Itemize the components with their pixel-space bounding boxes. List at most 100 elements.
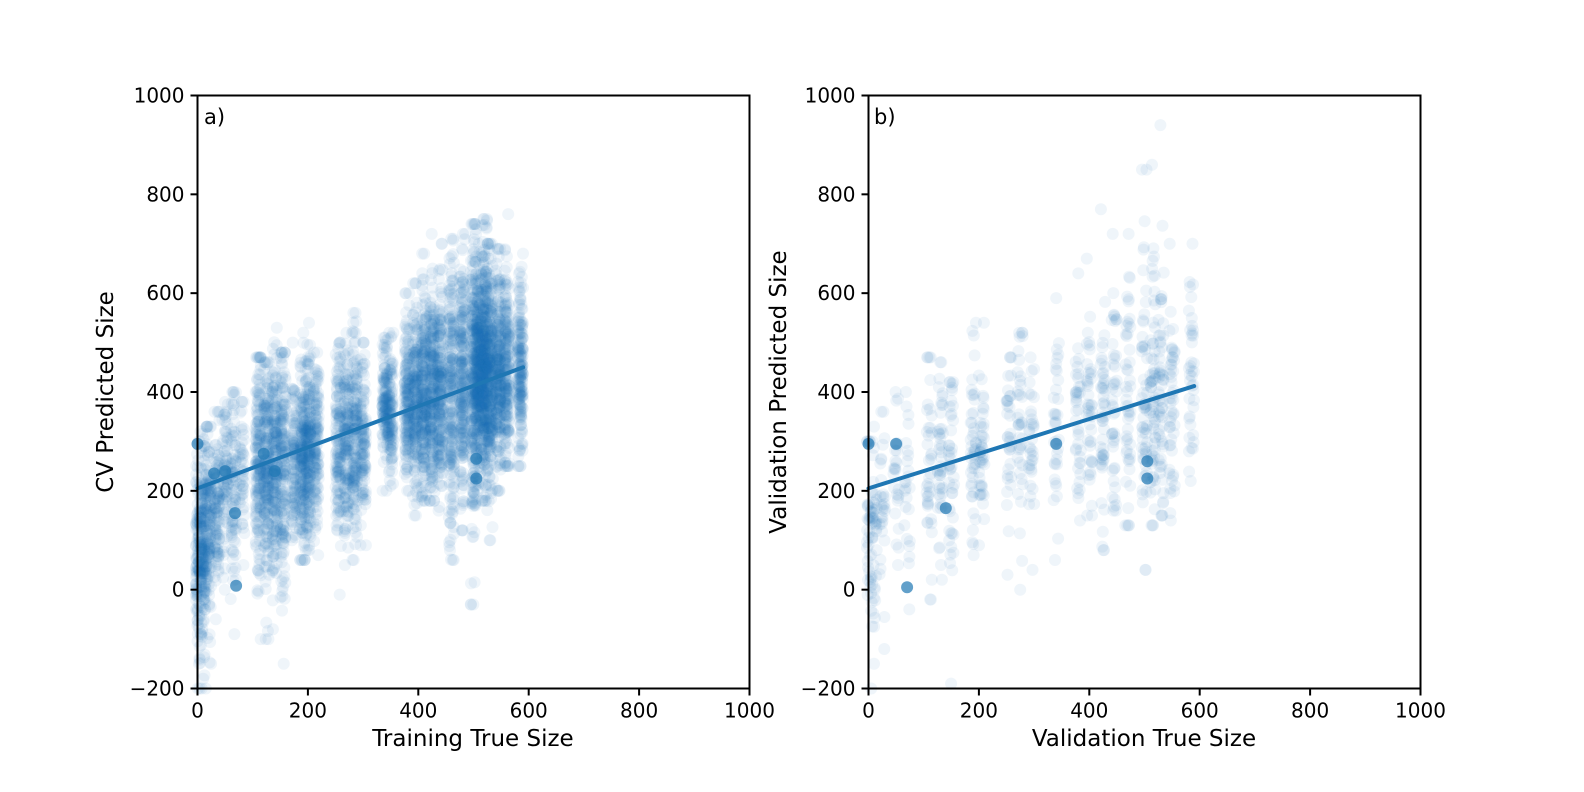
panel-a-point: [198, 486, 211, 499]
panel-a-point: [359, 439, 372, 452]
panel-a-point: [210, 530, 223, 542]
panel-a-point: [190, 577, 203, 590]
panel-a-point: [198, 603, 211, 616]
panel-a-point: [201, 526, 214, 539]
panel-a-point: [200, 527, 213, 540]
panel-a-point: [199, 530, 212, 543]
panel-a-point: [196, 487, 209, 499]
panel-a-point: [211, 543, 224, 556]
panel-a-point: [447, 554, 460, 566]
panel-a-point: [190, 468, 203, 481]
panel-a-point: [209, 502, 222, 515]
panel-a-point: [197, 590, 210, 602]
panel-a-point: [203, 446, 215, 459]
panel-a-point: [202, 551, 215, 564]
panel-a-point: [198, 546, 211, 559]
panel-a-point: [425, 227, 438, 240]
panel-a-point: [197, 587, 210, 600]
panel-a-point: [197, 613, 210, 626]
panel-a-point: [202, 550, 215, 563]
panel-a-point: [199, 565, 212, 577]
panel-a-point: [212, 493, 225, 506]
panel-a-point: [201, 532, 214, 545]
panel-a-point: [237, 428, 250, 441]
panel-a-point: [202, 450, 214, 462]
panel-a-point: [190, 561, 202, 574]
panel-a-point: [198, 597, 211, 610]
panel-a-point: [201, 488, 214, 501]
panel-a-point: [196, 506, 209, 519]
panel-a-point: [197, 558, 210, 571]
panel-a-point: [200, 420, 213, 433]
panel-a-point: [199, 577, 212, 590]
panel-a-point: [204, 492, 217, 505]
panel-a-point: [307, 381, 320, 394]
panel-a-point: [199, 603, 212, 616]
panel-a-point: [202, 488, 215, 501]
panel-a-point: [195, 498, 208, 511]
panel-a-point: [213, 492, 226, 505]
panel-a-point: [203, 548, 216, 560]
panel-a-point: [199, 492, 212, 504]
panel-a-point: [209, 497, 221, 510]
panel-a-point: [200, 530, 213, 543]
panel-a-point: [201, 535, 213, 548]
panel-a-point: [193, 536, 205, 549]
panel-a-point: [205, 420, 217, 433]
panel-a-point: [195, 565, 208, 577]
panel-a-point: [198, 593, 210, 606]
panel-a-point: [197, 520, 210, 533]
panel-a-point: [200, 552, 213, 565]
panel-a-point: [201, 502, 214, 514]
panel-a-point: [203, 517, 216, 530]
panel-a-point: [203, 599, 216, 612]
panel-a-point: [211, 449, 224, 461]
panel-a-point: [211, 443, 224, 456]
panel-a-point: [202, 584, 215, 597]
panel-a-point: [193, 611, 206, 624]
panel-a-point: [210, 505, 223, 518]
panel-a-point: [205, 500, 218, 513]
panel-a-point: [190, 578, 203, 591]
panel-a-point: [200, 586, 213, 599]
panel-a-point: [455, 317, 468, 330]
panel-a-point: [203, 562, 216, 574]
panel-a-point: [201, 428, 214, 441]
panel-a-point: [198, 586, 211, 599]
panel-a-point: [195, 497, 208, 510]
panel-a-point: [276, 474, 289, 487]
panel-a-point: [198, 502, 211, 515]
panel-a-point: [212, 550, 225, 563]
panel-a-point: [357, 397, 370, 410]
panel-a-point: [270, 321, 283, 334]
panel-a-point: [266, 623, 279, 636]
panel-a-point: [387, 326, 400, 339]
panel-a-point: [212, 502, 224, 515]
panel-a-point: [209, 529, 222, 542]
panel-a-point: [199, 511, 212, 524]
panel-a-point: [201, 497, 214, 510]
panel-a-point: [213, 485, 226, 498]
panel-a-point: [384, 353, 397, 366]
panel-a-points: [189, 208, 529, 695]
panel-a-point: [203, 506, 216, 519]
panel-a-point: [197, 593, 210, 606]
panel-a-point: [190, 603, 203, 616]
panel-a-point: [192, 555, 205, 568]
panel-a-point: [211, 486, 224, 499]
panel-a-point: [197, 615, 210, 628]
panel-a-point: [190, 539, 203, 552]
panel-a-point: [208, 501, 221, 514]
panel-a-point: [197, 540, 210, 553]
panel-a-point: [196, 563, 209, 576]
panel-a-point: [200, 537, 213, 550]
panel-a-point: [202, 484, 215, 497]
panel-a-point: [433, 466, 446, 479]
panel-a-point: [199, 487, 212, 500]
panel-a-point: [202, 538, 215, 551]
panel-a-point: [209, 438, 222, 451]
panel-a-point: [204, 636, 217, 648]
panel-a-point: [195, 546, 208, 559]
panel-a-point: [190, 589, 203, 602]
panel-a-point: [205, 484, 218, 497]
